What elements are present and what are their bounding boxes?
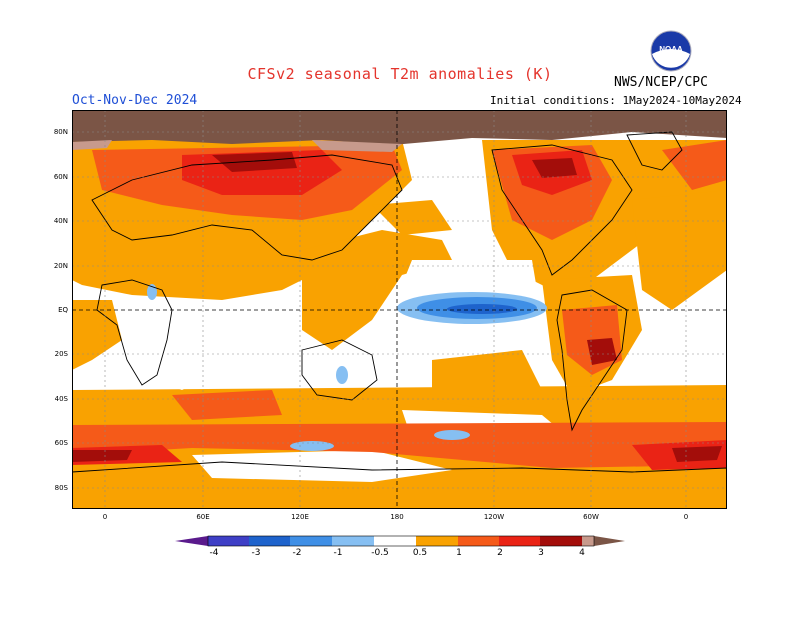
anomaly-3-4-shading bbox=[72, 152, 722, 462]
initial-conditions-label: Initial conditions: 1May2024-10May2024 bbox=[490, 94, 742, 107]
noaa-logo: NOAA bbox=[650, 30, 692, 72]
colorbar-segment bbox=[290, 536, 332, 546]
lon-label: 180 bbox=[390, 513, 404, 521]
colorbar-segment bbox=[458, 536, 499, 546]
map-grid bbox=[72, 110, 727, 509]
lat-label: 40S bbox=[54, 395, 68, 403]
colorbar-tick: -2 bbox=[292, 548, 302, 558]
colorbar-tick: 1 bbox=[456, 548, 462, 558]
colorbar-tick: 0.5 bbox=[412, 548, 428, 558]
colorbar-segment bbox=[499, 536, 540, 546]
colorbar-segment bbox=[416, 536, 458, 546]
anomaly-gt5-shading bbox=[72, 110, 727, 145]
lon-label: 0 bbox=[683, 513, 689, 521]
colorbar-tick: 3 bbox=[538, 548, 544, 558]
chart-title: CFSv2 seasonal T2m anomalies (K) bbox=[247, 65, 553, 83]
anomaly-map bbox=[72, 110, 727, 509]
colorbar-segment bbox=[540, 536, 582, 546]
lon-label: 60E bbox=[196, 513, 210, 521]
colorbar-tick: -4 bbox=[209, 548, 219, 558]
lat-label: 40N bbox=[53, 217, 68, 225]
lat-label: 80S bbox=[54, 484, 68, 492]
colorbar-segment bbox=[332, 536, 374, 546]
colorbar-tick: -3 bbox=[251, 548, 261, 558]
lon-label: 60W bbox=[583, 513, 599, 521]
lat-label: 60N bbox=[53, 173, 68, 181]
season-label: Oct-Nov-Dec 2024 bbox=[72, 93, 198, 108]
lon-label: 0 bbox=[102, 513, 108, 521]
colorbar-segment bbox=[594, 536, 625, 546]
lat-label: 80N bbox=[53, 128, 68, 136]
lat-label: EQ bbox=[58, 306, 68, 314]
lon-label: 120E bbox=[291, 513, 309, 521]
colorbar-tick: -0.5 bbox=[371, 548, 389, 558]
colorbar-tick: 2 bbox=[497, 548, 503, 558]
lon-label: 120W bbox=[483, 513, 505, 521]
colorbar-tick: 4 bbox=[579, 548, 585, 558]
coastlines bbox=[72, 131, 727, 509]
logo-text: NOAA bbox=[659, 45, 683, 54]
lat-label: 20S bbox=[54, 350, 68, 358]
colorbar-segment bbox=[249, 536, 290, 546]
agency-label: NWS/NCEP/CPC bbox=[614, 75, 708, 90]
colorbar bbox=[175, 535, 625, 547]
lat-label: 60S bbox=[54, 439, 68, 447]
anomaly-cool-shading bbox=[147, 284, 547, 451]
lat-label: 20N bbox=[53, 262, 68, 270]
colorbar-tick: -1 bbox=[333, 548, 343, 558]
colorbar-segment bbox=[582, 536, 594, 546]
colorbar-segment bbox=[208, 536, 249, 546]
map-frame bbox=[72, 110, 727, 509]
colorbar-segment bbox=[374, 536, 416, 546]
colorbar-segment bbox=[175, 536, 208, 546]
